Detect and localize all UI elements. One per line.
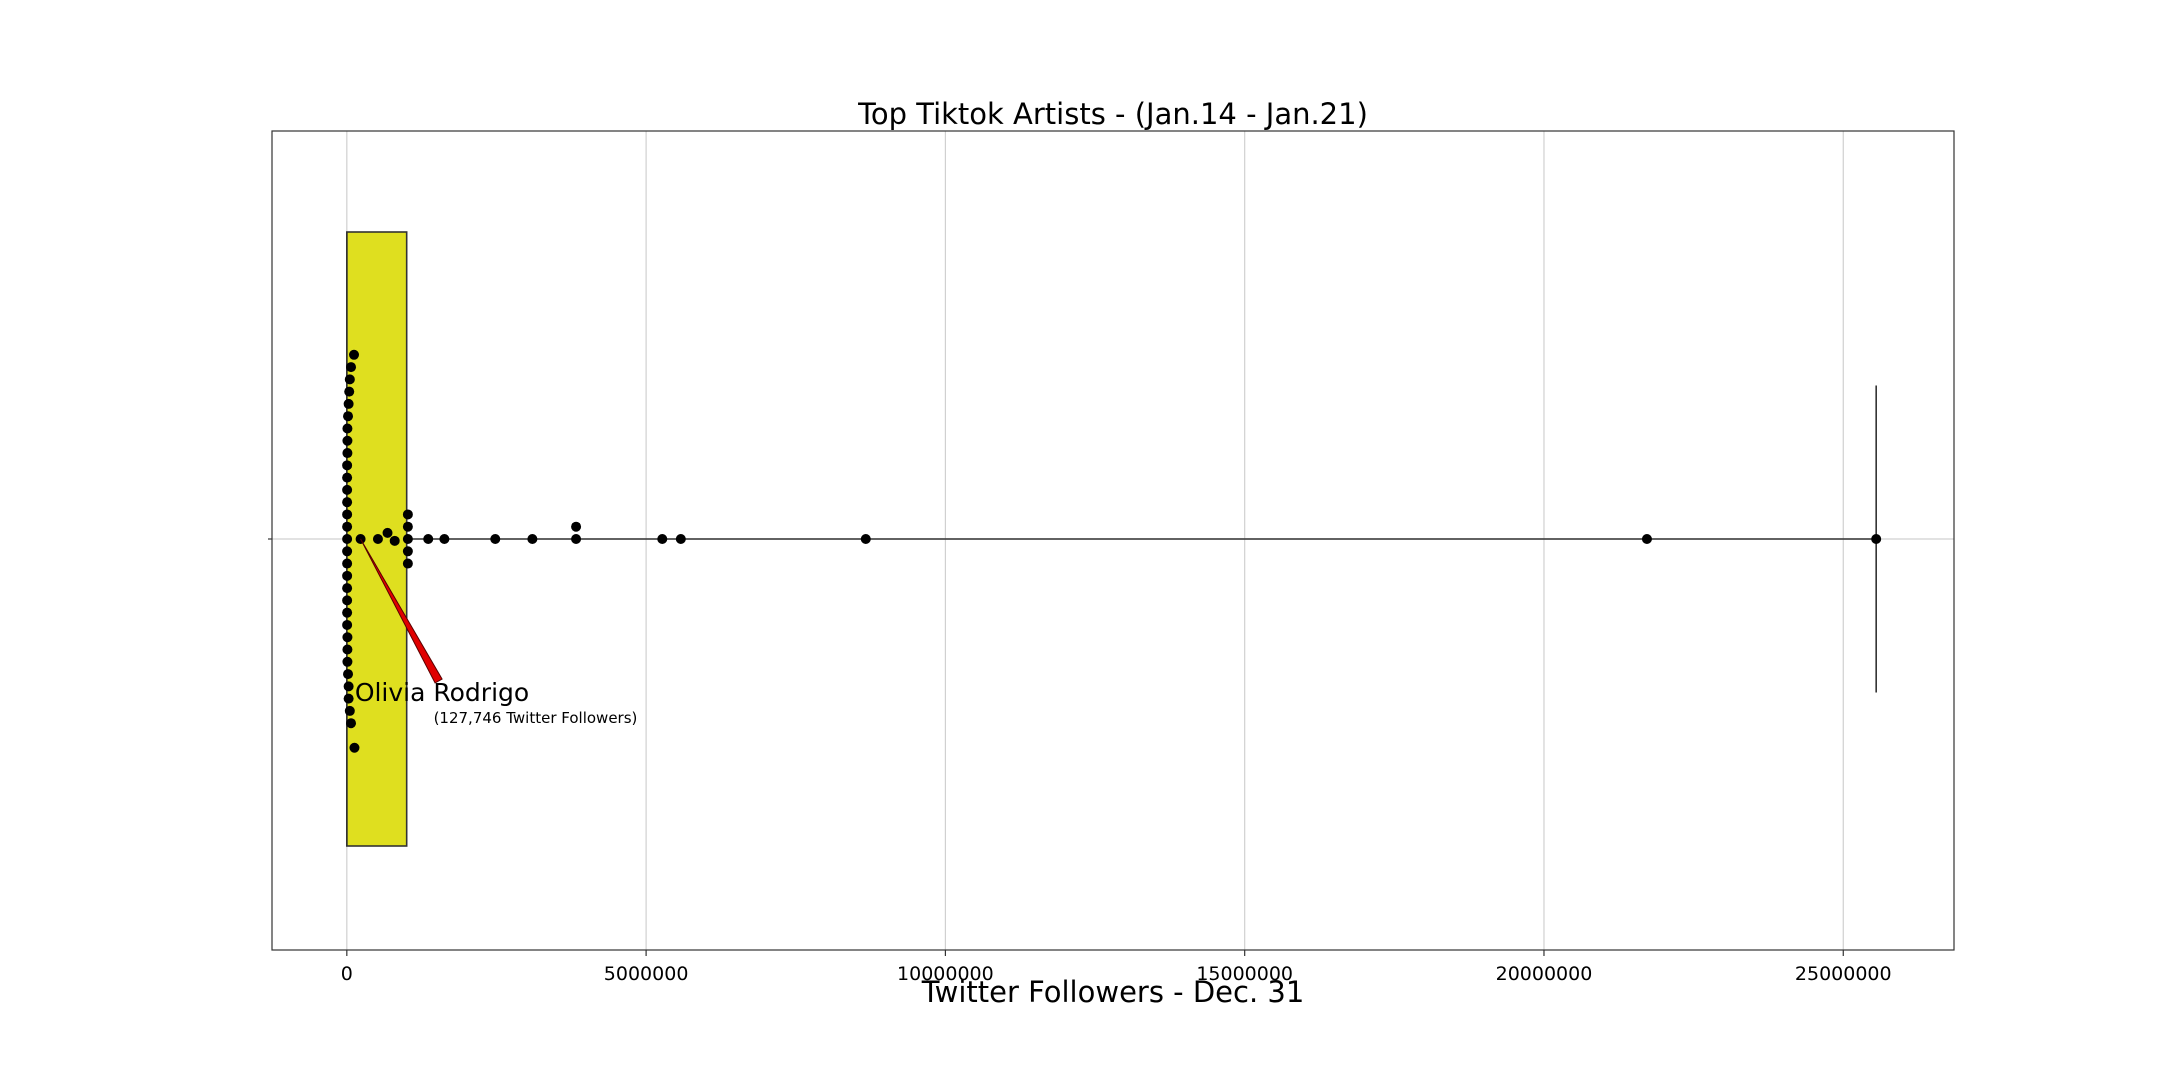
x-tick-label: 5000000 <box>604 963 689 985</box>
data-point <box>342 546 353 557</box>
data-point <box>342 497 353 508</box>
data-point <box>343 411 354 422</box>
data-point <box>342 632 353 643</box>
data-point <box>349 742 360 753</box>
data-point <box>344 705 355 716</box>
swarm-points <box>342 349 1882 753</box>
data-point <box>343 398 354 409</box>
x-tick-label: 25000000 <box>1795 963 1892 985</box>
plot-frame <box>271 130 1955 951</box>
data-point <box>402 521 413 532</box>
data-point <box>342 448 353 459</box>
data-point <box>342 595 353 606</box>
data-point <box>342 460 353 471</box>
data-point <box>346 718 357 729</box>
data-point <box>490 534 501 544</box>
data-point <box>342 607 353 618</box>
data-point <box>343 693 354 704</box>
data-point <box>343 669 354 680</box>
annotation-follower-count: (127,746 Twitter Followers) <box>434 709 638 727</box>
data-point <box>342 423 353 434</box>
data-point <box>571 521 582 532</box>
data-point <box>402 534 413 544</box>
data-point <box>527 534 538 544</box>
annotation: Olivia Rodrigo (127,746 Twitter Follower… <box>355 538 638 727</box>
data-point <box>343 681 354 692</box>
data-point <box>349 349 360 360</box>
data-point <box>571 534 582 544</box>
data-point <box>342 534 353 544</box>
data-point <box>342 656 353 667</box>
annotation-artist-name: Olivia Rodrigo <box>355 678 529 707</box>
x-axis-ticks: 0 5000000 10000000 15000000 20000000 25000000 <box>268 538 1892 985</box>
annotation-arrow <box>360 538 443 684</box>
data-point <box>344 374 355 385</box>
data-point <box>342 509 353 520</box>
data-point <box>675 534 686 544</box>
data-point <box>389 535 400 546</box>
x-tick-label: 10000000 <box>897 963 994 985</box>
data-point <box>342 619 353 630</box>
data-point <box>342 521 353 532</box>
data-point <box>342 583 353 594</box>
data-point <box>342 435 353 446</box>
x-axis-label: Twitter Followers - Dec. 31 <box>921 975 1305 1009</box>
x-tick-label: 15000000 <box>1196 963 1293 985</box>
data-point <box>344 386 355 397</box>
data-point <box>423 534 434 544</box>
data-point <box>346 362 357 373</box>
data-point <box>372 534 383 544</box>
data-point <box>1871 534 1882 544</box>
chart-title: Top Tiktok Artists - (Jan.14 - Jan.21) <box>857 97 1368 131</box>
data-point <box>342 644 353 655</box>
data-point <box>860 534 871 544</box>
data-point <box>342 570 353 581</box>
data-point <box>382 527 393 538</box>
data-point <box>342 472 353 483</box>
data-point <box>342 484 353 495</box>
data-point <box>402 509 413 520</box>
data-point <box>402 558 413 569</box>
x-tick-label: 0 <box>341 963 353 985</box>
data-point <box>657 534 668 544</box>
data-point <box>1641 534 1652 544</box>
x-tick-label: 20000000 <box>1496 963 1593 985</box>
data-point <box>439 534 450 544</box>
data-point <box>342 558 353 569</box>
data-point <box>402 546 413 557</box>
